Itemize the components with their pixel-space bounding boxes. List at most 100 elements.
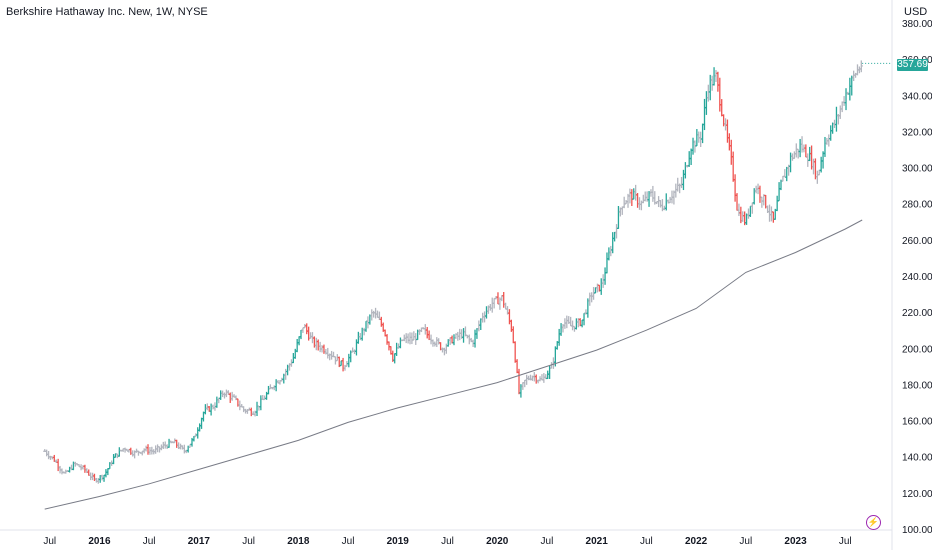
ohlc-bar — [45, 449, 49, 457]
ohlc-bar — [676, 177, 680, 192]
ohlc-bar — [102, 474, 106, 482]
price-axis: 100.00 120.00 140.00 160.00 180.00 200.00 220.… — [902, 19, 932, 536]
ohlc-bar — [318, 341, 322, 353]
ohlc-bar — [594, 287, 598, 294]
ohlc-bar — [79, 464, 83, 471]
price-tick-label: 200.00 — [902, 344, 932, 355]
time-tick-label: Jul — [143, 536, 156, 547]
currency-label: USD — [904, 6, 928, 18]
ohlc-bar — [785, 166, 789, 182]
ohlc-bar — [546, 370, 550, 380]
ohlc-bar — [569, 316, 573, 327]
ohlc-bar — [777, 182, 781, 202]
ohlc-bar — [490, 297, 494, 313]
ohlc-bar — [775, 195, 779, 212]
ohlc-bar — [607, 247, 611, 261]
time-tick-label: Jul — [839, 536, 852, 547]
price-tick-label: 320.00 — [902, 127, 932, 138]
time-tick-label: 2016 — [88, 536, 111, 547]
ohlc-bar — [704, 91, 708, 115]
ohlc-bar — [708, 74, 712, 101]
ohlc-bar — [412, 331, 416, 341]
time-tick-label: Jul — [441, 536, 454, 547]
ohlc-bar — [479, 318, 483, 331]
ohlc-bar — [144, 445, 148, 452]
ohlc-bar — [657, 196, 661, 208]
price-tick-label: 260.00 — [902, 236, 932, 247]
ohlc-bar — [458, 328, 462, 341]
ohlc-bar — [588, 292, 592, 306]
ohlc-bar — [224, 389, 228, 398]
ohlc-bar — [203, 404, 207, 415]
ohlc-bar — [829, 125, 833, 141]
ohlc-bar — [572, 325, 576, 332]
ohlc-bar — [790, 153, 794, 161]
time-axis: Jul 2016 Jul 2017 Jul 2018 Jul 2019 Jul 2020 Jul 20… — [43, 536, 851, 547]
ohlc-bar — [768, 204, 772, 222]
ohlc-bar — [356, 331, 360, 344]
ohlc-bar — [429, 334, 433, 345]
ohlc-bar — [404, 333, 408, 344]
ohlc-bar — [637, 197, 641, 210]
ohlc-bar — [615, 224, 619, 239]
ohlc-bar — [525, 374, 529, 385]
ohlc-bar — [47, 450, 51, 460]
ohlc-bar — [83, 464, 87, 473]
ohlc-bar — [680, 176, 684, 189]
ohlc-bar — [668, 196, 672, 204]
ohlc-bar — [341, 357, 345, 372]
ohlc-bar — [590, 292, 594, 303]
ohlc-bar — [425, 327, 429, 339]
ohlc-bar — [523, 379, 527, 388]
ohlc-bar — [60, 468, 64, 475]
ohlc-bar — [364, 320, 368, 332]
ohlc-bar — [112, 454, 116, 465]
ohlc-bar — [844, 88, 848, 111]
ohlc-bar — [703, 98, 707, 131]
ohlc-bar — [647, 191, 651, 207]
ohlc-bar — [238, 400, 242, 411]
ohlc-bar — [156, 444, 160, 453]
ohlc-bar — [374, 307, 378, 319]
ohlc-bar — [475, 328, 479, 339]
ohlc-bar — [714, 70, 718, 82]
ohlc-bar — [452, 334, 456, 346]
ohlc-bar — [741, 211, 745, 222]
time-tick-label: 2019 — [387, 536, 410, 547]
ohlc-bar — [838, 105, 842, 119]
ohlc-bar — [859, 60, 863, 73]
ohlc-bar — [215, 396, 219, 408]
ohlc-bar — [56, 458, 60, 472]
ohlc-bar — [481, 312, 485, 323]
ohlc-bar — [274, 379, 278, 392]
ohlc-bar — [850, 75, 854, 96]
ohlc-bar — [437, 338, 441, 345]
ohlc-bar — [571, 320, 575, 331]
ohlc-bar — [632, 188, 636, 200]
ohlc-bar — [314, 337, 318, 351]
ohlc-bar — [448, 337, 452, 345]
lightning-bolt-icon[interactable]: ⚡ — [866, 515, 881, 530]
ohlc-bar — [483, 311, 487, 323]
ohlc-bar — [636, 193, 640, 208]
ohlc-bar — [716, 71, 720, 92]
time-tick-label: Jul — [242, 536, 255, 547]
ohlc-bar — [146, 444, 150, 455]
ohlc-bar — [731, 151, 735, 182]
ohlc-bar — [228, 392, 232, 403]
ohlc-bar — [812, 158, 816, 175]
ohlc-bar — [347, 353, 351, 368]
ohlc-bar — [136, 450, 140, 456]
ohlc-bar — [444, 343, 448, 354]
ohlc-bar — [659, 199, 663, 208]
ohlc-bar — [305, 323, 309, 335]
ohlc-bar — [800, 136, 804, 153]
ohlc-bar — [683, 162, 687, 179]
ohlc-bar — [117, 447, 121, 457]
ohlc-bar — [848, 77, 852, 101]
ohlc-bar — [507, 309, 511, 325]
ohlc-bar — [601, 274, 605, 288]
ohlc-bar — [792, 151, 796, 159]
price-tick-label: 140.00 — [902, 453, 932, 464]
